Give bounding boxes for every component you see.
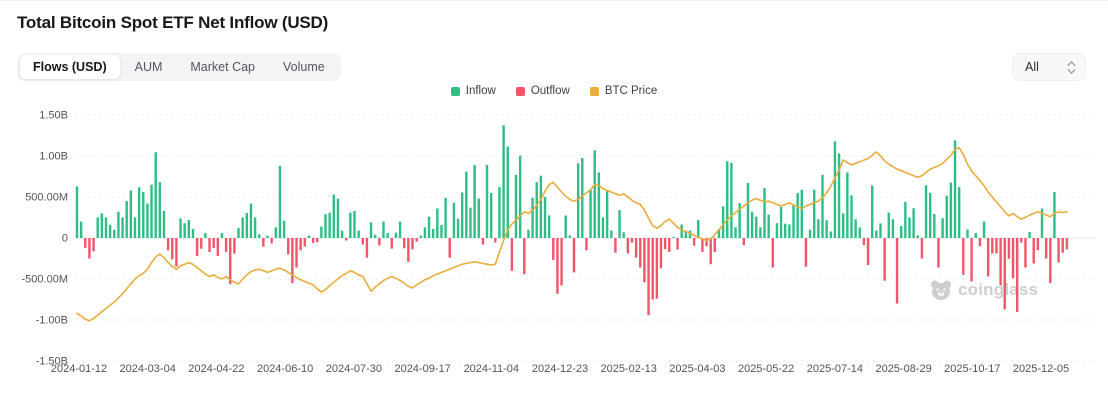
coinglass-watermark: coinglass bbox=[930, 279, 1038, 301]
tab-volume[interactable]: Volume bbox=[270, 55, 338, 79]
legend-label: Outflow bbox=[530, 85, 570, 97]
outflow-swatch-icon bbox=[515, 86, 525, 96]
inflow-swatch-icon bbox=[450, 86, 460, 96]
legend-item-inflow[interactable]: Inflow bbox=[450, 85, 496, 97]
chart-legend: Inflow Outflow BTC Price bbox=[0, 85, 1108, 97]
page-title: Total Bitcoin Spot ETF Net Inflow (USD) bbox=[17, 13, 329, 32]
select-updown-icon bbox=[1067, 60, 1076, 74]
date-range-value: All bbox=[1025, 60, 1039, 74]
legend-item-outflow[interactable]: Outflow bbox=[515, 85, 570, 97]
watermark-text: coinglass bbox=[958, 280, 1039, 299]
chart-canvas[interactable] bbox=[0, 105, 1108, 385]
tab-market-cap[interactable]: Market Cap bbox=[177, 55, 268, 79]
legend-label: Inflow bbox=[465, 85, 496, 97]
coinglass-bear-icon bbox=[931, 280, 951, 300]
view-tabs: Flows (USD) AUM Market Cap Volume bbox=[17, 53, 341, 81]
date-range-select[interactable]: All bbox=[1012, 53, 1086, 81]
legend-label: BTC Price bbox=[604, 85, 658, 97]
tab-aum[interactable]: AUM bbox=[122, 55, 176, 79]
tab-flows-usd[interactable]: Flows (USD) bbox=[20, 55, 120, 79]
legend-item-btc-price[interactable]: BTC Price bbox=[589, 85, 658, 97]
btc-price-swatch-icon bbox=[589, 86, 599, 96]
